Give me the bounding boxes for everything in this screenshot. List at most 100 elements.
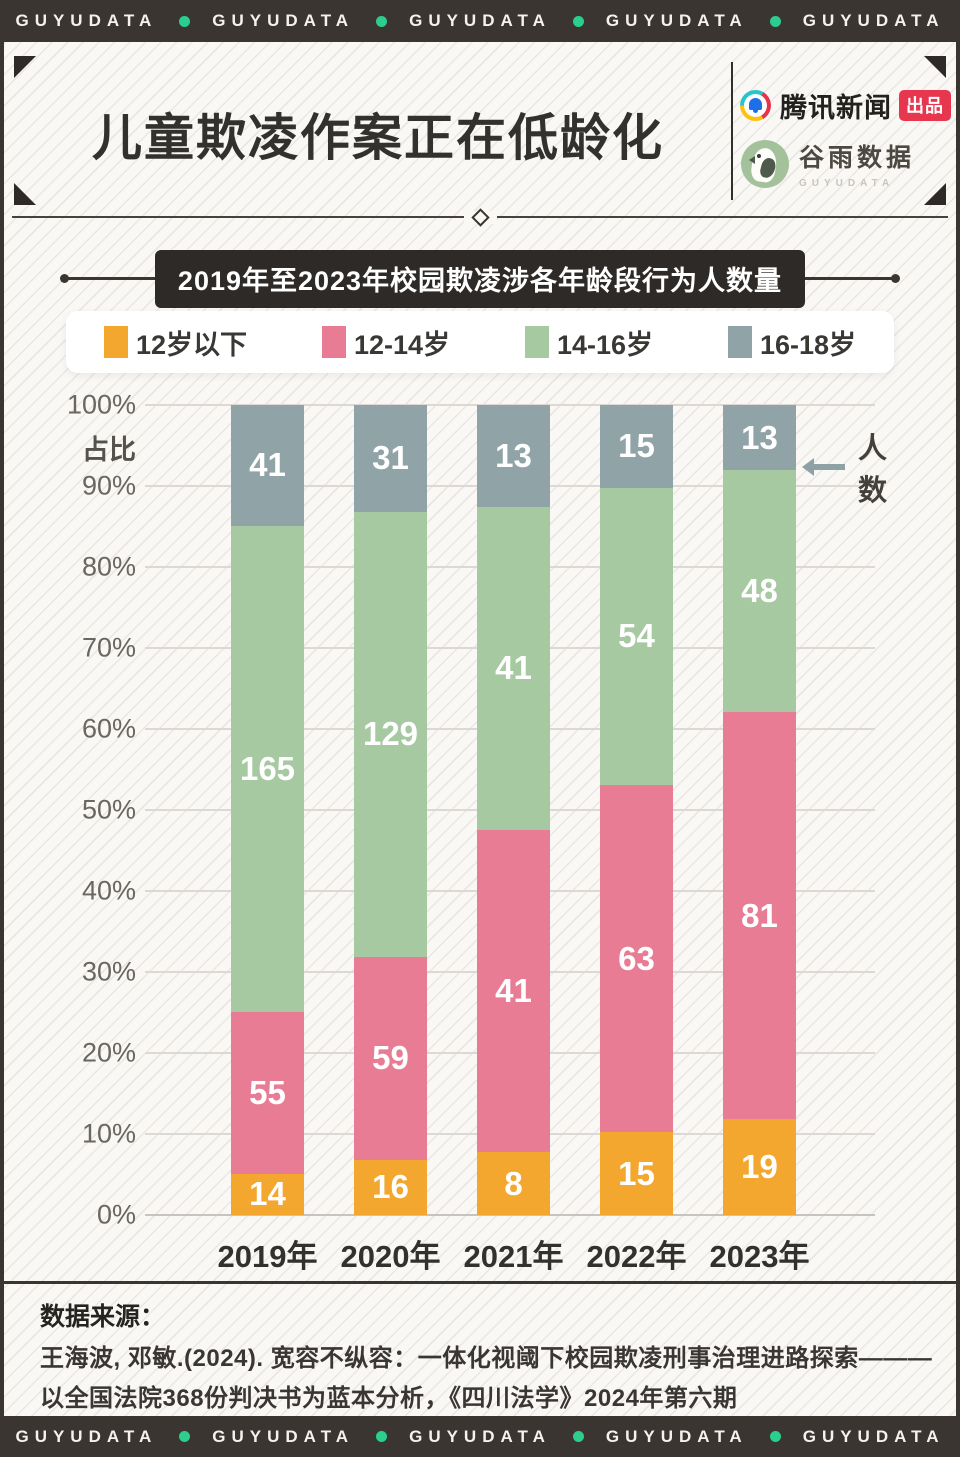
chart-title-row: 2019年至2023年校园欺凌涉各年龄段行为人数量: [60, 250, 900, 308]
bar-segment: 19: [723, 1119, 796, 1215]
segment-value-label: 16: [372, 1168, 409, 1206]
tencent-news-logo: 腾讯新闻 出品: [740, 86, 951, 125]
y-tick-label: 10%: [81, 1118, 136, 1149]
banner-dot-icon: [572, 1431, 584, 1442]
bar-segment: 165: [231, 525, 304, 1012]
legend-item: 12岁以下: [104, 323, 247, 362]
diamond-icon: [470, 207, 490, 227]
footer-divider: [0, 1281, 960, 1284]
y-tick-label: 90%: [81, 470, 136, 501]
bar-segment: 13: [723, 405, 796, 471]
legend-swatch: [104, 326, 128, 358]
bar-segment: 13: [477, 405, 550, 508]
bar-segment: 41: [231, 405, 304, 526]
bar-2022年: 15 63 54 15 2022年: [587, 405, 686, 1274]
bar-segment: 59: [354, 956, 427, 1160]
legend-label: 12-14岁: [353, 329, 451, 360]
bar-segment: 14: [231, 1173, 304, 1215]
y-axis-label: 占比: [82, 435, 136, 465]
corner-mark-top-right: [924, 56, 946, 78]
segment-value-label: 48: [741, 572, 778, 610]
y-tick-label: 40%: [81, 875, 136, 906]
segment-value-label: 8: [504, 1164, 523, 1202]
x-tick-label: 2020年: [340, 1239, 441, 1274]
legend-swatch: [321, 326, 346, 358]
segment-value-label: 14: [249, 1175, 286, 1213]
source-line-1: 王海波, 邓敏.(2024). 宽容不纵容：一体化视阈下校园欺凌刑事治理进路探索…: [40, 1345, 933, 1372]
gridline: [145, 404, 875, 406]
guyu-data-subtext: GUYUDATA: [799, 178, 895, 189]
segment-value-label: 41: [249, 446, 286, 484]
chart-title: 2019年至2023年校园欺凌涉各年龄段行为人数量: [154, 250, 806, 308]
segment-value-label: 13: [495, 437, 532, 475]
tencent-news-label: 腾讯新闻: [780, 93, 892, 123]
y-tick-label: 60%: [81, 713, 136, 744]
segment-value-label: 15: [618, 427, 655, 465]
bar-segment: 48: [723, 470, 796, 712]
x-tick-label: 2021年: [463, 1239, 564, 1274]
y-axis: 100% 90% 80% 70% 60% 50% 40% 30% 20% 10% 0%: [50, 390, 136, 1230]
left-arrow-icon: [802, 458, 845, 476]
produced-badge: 出品: [899, 90, 951, 121]
x-tick-label: 2023年: [709, 1239, 810, 1274]
bar-2019年: 14 55 165 41 2019年: [218, 405, 317, 1274]
bell-icon: [749, 98, 762, 113]
banner-dot-icon: [769, 1431, 781, 1442]
banner-brand-text: GUYUDATA: [409, 1426, 551, 1446]
legend-item: 16-18岁: [727, 323, 856, 362]
y-tick-label: 80%: [81, 551, 136, 582]
tencent-logo-icon: [740, 90, 771, 121]
guyu-bird-icon: [741, 139, 789, 188]
legend-label: 16-18岁: [759, 329, 856, 360]
bar-segment: 81: [723, 711, 796, 1120]
segment-value-label: 129: [362, 715, 419, 753]
banner-brand-text: GUYUDATA: [15, 11, 158, 30]
bar-segment: 41: [477, 829, 550, 1153]
banner-dot-icon: [376, 1431, 388, 1442]
guyu-data-label: 谷雨数据: [799, 145, 916, 172]
banner-dot-icon: [179, 1431, 191, 1442]
segment-value-label: 41: [495, 971, 532, 1009]
bars-layer: 14 55 165 41 2019年 16 59 129 31 2020年 8 41 41 13 2021年…: [145, 405, 875, 1274]
bar-segment: 55: [231, 1011, 304, 1174]
segment-value-label: 63: [618, 939, 655, 977]
banner-dot-icon: [769, 15, 781, 27]
legend-swatch: [727, 326, 752, 358]
bar-segment: 41: [477, 507, 550, 830]
banner-brand-text: GUYUDATA: [605, 1426, 748, 1446]
legend-item: 14-16岁: [524, 323, 654, 362]
bar-segment: 129: [354, 511, 427, 957]
corner-mark-bottom-left: [14, 183, 36, 205]
top-banner: GUYUDATA GUYUDATA GUYUDATA GUYUDATA GUYUDATA: [0, 0, 960, 42]
banner-brand-text: GUYUDATA: [409, 11, 551, 30]
bottom-banner: GUYUDATA GUYUDATA GUYUDATA GUYUDATA GUYUDATA: [0, 1416, 960, 1457]
segment-value-label: 41: [495, 649, 532, 687]
segment-value-label: 15: [618, 1154, 655, 1192]
y-tick-label: 100%: [66, 389, 136, 420]
bar-segment: 15: [600, 1132, 673, 1215]
corner-mark-bottom-right: [924, 183, 946, 205]
legend: 12岁以下 12-14岁 14-16岁 16-18岁: [66, 311, 894, 373]
corner-mark-top-left: [14, 56, 36, 78]
legend-label: 14-16岁: [556, 329, 654, 360]
bar-segment: 15: [600, 405, 673, 488]
bar-2021年: 8 41 41 13 2021年: [464, 405, 563, 1274]
bar-segment: 54: [600, 487, 673, 786]
section-divider: [12, 207, 948, 227]
y-tick-label: 0%: [96, 1199, 136, 1230]
source-line-2: 以全国法院368份判决书为蓝本分析，《四川法学》2024年第六期: [40, 1385, 738, 1412]
banner-dot-icon: [376, 15, 388, 27]
bar-2023年: 19 81 48 13 2023年: [710, 405, 809, 1274]
page-title: 儿童欺凌作案正在低龄化: [92, 110, 664, 166]
banner-dot-icon: [179, 15, 191, 27]
header-divider: [731, 62, 733, 200]
y-tick-label: 50%: [81, 794, 136, 825]
plot-area: 14 55 165 41 2019年 16 59 129 31 2020年 8 41 41 13 2021年…: [145, 404, 887, 1274]
segment-value-label: 59: [372, 1039, 409, 1077]
segment-value-label: 31: [372, 439, 409, 477]
segment-value-label: 165: [239, 749, 296, 787]
annotation: 人数: [802, 425, 887, 509]
y-tick-label: 70%: [81, 632, 136, 663]
banner-brand-text: GUYUDATA: [212, 11, 355, 30]
